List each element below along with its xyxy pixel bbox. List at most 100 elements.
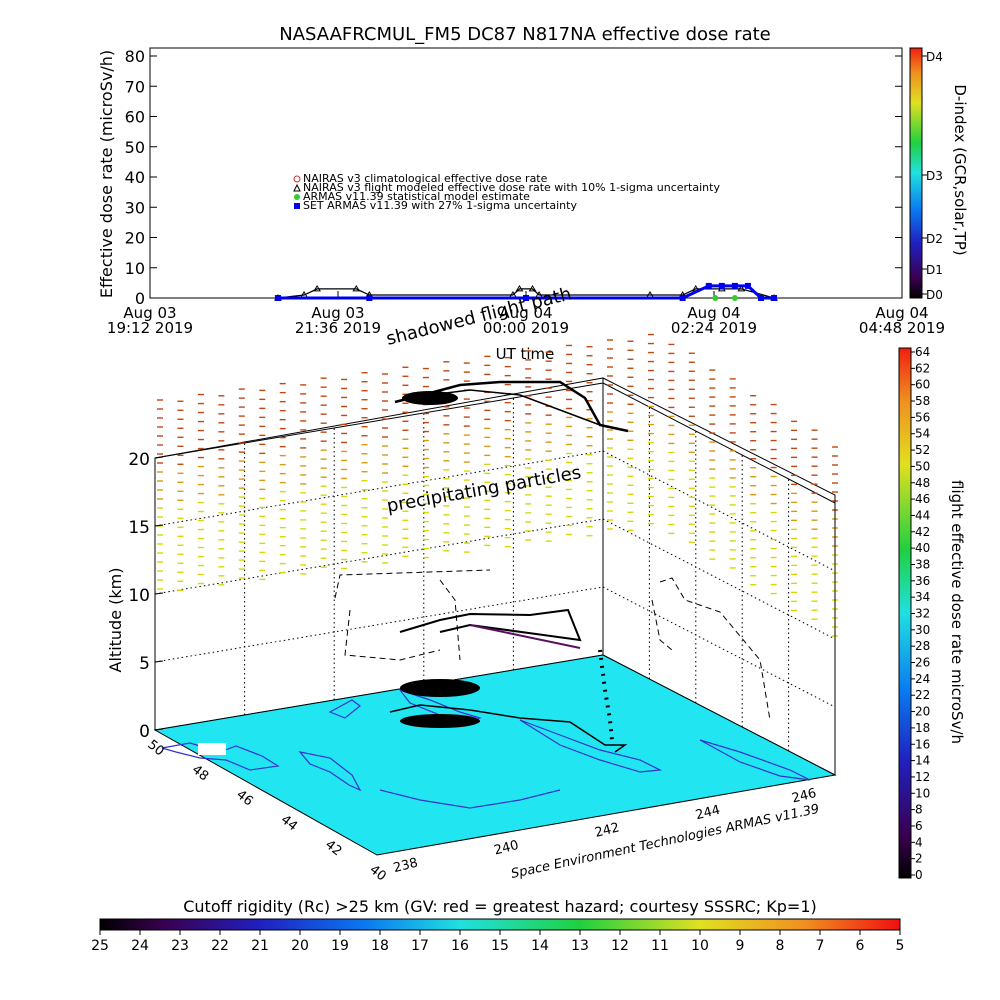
flight-track-high [394,380,629,433]
dose-tick-label: 24 [915,672,930,686]
dose-tick-label: 8 [915,803,923,817]
dose-tick-label: 12 [915,770,930,784]
legend-symbol [293,175,301,183]
top-y-tick-label: 40 [125,168,145,187]
dindex-ticks: D0 D1 D2 D3 D4 [922,50,943,302]
rigidity-tick-label: 11 [651,938,669,954]
top-series-point [313,284,321,292]
dose-tick-label: 0 [915,868,923,882]
flight-shadow [334,569,491,661]
top-series-point [515,284,524,292]
legend-symbol [293,183,301,192]
latitude-tick-label: 40 [367,862,389,884]
dindex-colorbar [909,47,923,299]
dose-tick-label: 10 [915,786,930,800]
coastline-segment [328,699,361,719]
top-x-tick-label: Aug 04 [687,304,740,322]
altitude-tick-label: 0 [139,722,150,742]
top-y-tick-label: 50 [125,138,145,157]
dose-tick-label: 2 [915,852,923,866]
altitude-tick [154,456,164,459]
top-series-point [705,282,712,289]
top-x-tick-label: Aug 03 [123,304,176,322]
flight-shadow [651,577,771,721]
top-y-axis-label: Effective dose rate (microSv/h) [97,50,116,298]
altitude-grid-line [602,518,836,640]
rigidity-tick-label: 23 [171,938,189,954]
flight-ground-track [389,704,628,753]
top-y-tick-label: 0 [135,289,145,308]
top-x-tick-label: 21:36 2019 [295,319,381,337]
altitude-tick-label: 20 [128,450,150,470]
dindex-tick-label: D2 [926,232,943,246]
box-top-edge [602,382,836,504]
legend-label: SET ARMAS v11.39 with 27% 1-sigma uncert… [303,199,577,212]
rigidity-tick-label: 8 [776,938,785,954]
top-legend: NAIRAS v3 climatological effective dose … [293,172,720,212]
top-x-tick-label: 04:48 2019 [859,319,945,337]
dindex-tick-label: D1 [926,263,943,277]
altitude-grid-line [602,450,836,572]
top-series-point [758,295,764,301]
dose-tick-label: 38 [915,557,930,571]
dose-tick-label: 22 [915,688,930,702]
top-series-point [352,284,361,292]
top-y-tick-label: 80 [125,47,145,66]
top-series-point [523,295,529,301]
dindex-tick-label: D4 [926,50,943,64]
top-series-point [737,284,746,292]
altitude-ticks: 0 5 10 15 20 [128,450,164,742]
rigidity-tick-label: 7 [816,938,825,954]
dose-tick-label: 28 [915,639,930,653]
top-x-tick-label: Aug 03 [311,304,364,322]
longitude-tick-label: 238 [392,856,420,877]
dindex-tick-label: D3 [926,169,943,183]
land-patch [198,743,226,755]
coastline-segment [519,719,663,773]
top-series-line [277,284,775,300]
rigidity-tick-label: 24 [131,938,149,954]
top-x-tick-label: 19:12 2019 [107,319,193,337]
flight-track-mid [469,624,581,649]
top-x-tick-label: Aug 04 [499,304,552,322]
altitude-tick-label: 15 [128,518,150,538]
rigidity-tick-label: 19 [331,938,349,954]
altitude-tick-label: 10 [128,586,150,606]
flight-cluster [402,391,458,405]
latitude-tick-label: 48 [189,762,211,784]
dose-tick-label: 14 [915,754,930,768]
altitude-label: Altitude (km) [106,568,125,673]
dose-tick-label: 30 [915,623,930,637]
longitude-tick-label: 246 [790,786,818,807]
altitude-tick [154,524,164,527]
top-series-point [679,295,686,301]
precipitating-particles-annotation: precipitating particles [385,462,582,517]
dose-colorbar-label: flight effective dose rate microSv/h [948,480,966,744]
dose-tick-label: 36 [915,574,930,588]
dose-tick-label: 20 [915,705,930,719]
legend-symbol [294,203,300,209]
altitude-grid-line [154,450,604,527]
rigidity-tick-label: 15 [491,938,509,954]
dose-colorbar-ticks: 0246810121416182022242628303234363840424… [911,345,930,882]
top-y-tick-label: 30 [125,198,145,217]
coastline-segment [298,751,362,792]
legend-label: NAIRAS v3 climatological effective dose … [303,172,548,185]
dose-tick-label: 4 [915,835,923,849]
latitude-tick-label: 42 [322,837,344,859]
rigidity-tick-label: 12 [611,938,629,954]
box-top-edge [154,382,604,459]
top-series-point [744,282,751,289]
precipitating-particles-field [157,333,838,637]
dindex-label: D-index (GCR,solar,TP) [951,84,969,255]
coastline-segment [379,789,561,809]
top-series-group [274,282,778,301]
altitude-grid-line [602,586,836,708]
latitude-tick-label: 44 [278,812,300,834]
top-title: NASAAFRCMUL_FM5 DC87 N817NA effective do… [279,24,771,45]
dose-tick-label: 48 [915,476,930,490]
top-x-tick-label: Aug 04 [875,304,928,322]
dose-tick-label: 44 [915,508,930,522]
dose-tick-label: 26 [915,656,930,670]
dose-tick-label: 34 [915,590,930,604]
